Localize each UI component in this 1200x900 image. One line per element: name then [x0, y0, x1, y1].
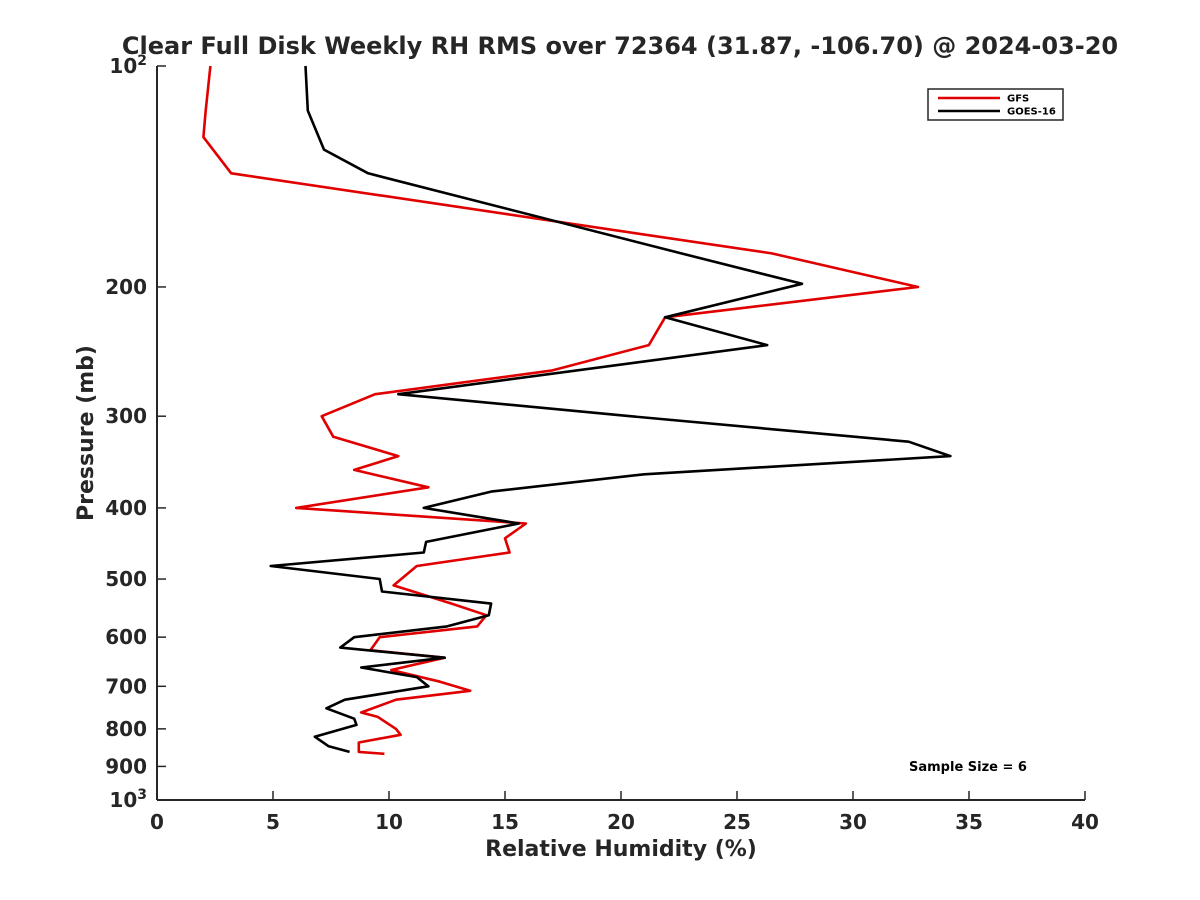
y-tick-label: 600: [105, 625, 147, 649]
plot-area: [157, 66, 1085, 800]
sample-size-annotation: Sample Size = 6: [909, 760, 1027, 775]
y-tick-label: 400: [105, 496, 147, 520]
x-tick-label: 5: [266, 810, 280, 834]
y-tick-label: 500: [105, 567, 147, 591]
x-ticks: 0 5 10 15 20 25 30 35 40: [150, 791, 1099, 834]
series-layer: [202, 65, 952, 756]
x-tick-label: 25: [723, 810, 751, 834]
chart-title: Clear Full Disk Weekly RH RMS over 72364…: [122, 32, 1118, 60]
legend-label-goes-16: GOES-16: [1007, 107, 1056, 118]
legend: GFS GOES-16: [927, 88, 1064, 121]
y-tick-label: 700: [105, 674, 147, 698]
y-axis-label: Pressure (mb): [74, 345, 99, 521]
y-tick-label: 103: [109, 787, 147, 812]
y-ticks: 102 200 300 400 500 600 700 800 900 103: [105, 53, 166, 812]
x-tick-label: 20: [607, 810, 635, 834]
y-tick-label: 102: [109, 53, 147, 78]
x-tick-label: 10: [375, 810, 403, 834]
y-tick-label: 800: [105, 717, 147, 741]
y-tick-label: 200: [105, 275, 147, 299]
series-line-goes-16: [269, 65, 952, 754]
y-tick-label: 900: [105, 754, 147, 778]
x-tick-label: 0: [150, 810, 164, 834]
x-tick-label: 40: [1071, 810, 1099, 834]
x-tick-label: 35: [955, 810, 983, 834]
x-tick-label: 30: [839, 810, 867, 834]
legend-label-gfs: GFS: [1007, 94, 1029, 105]
x-axis-label: Relative Humidity (%): [485, 837, 757, 862]
series-line-gfs: [202, 65, 920, 756]
x-tick-label: 15: [491, 810, 519, 834]
legend-box: [927, 88, 1064, 121]
y-tick-label: 300: [105, 404, 147, 428]
